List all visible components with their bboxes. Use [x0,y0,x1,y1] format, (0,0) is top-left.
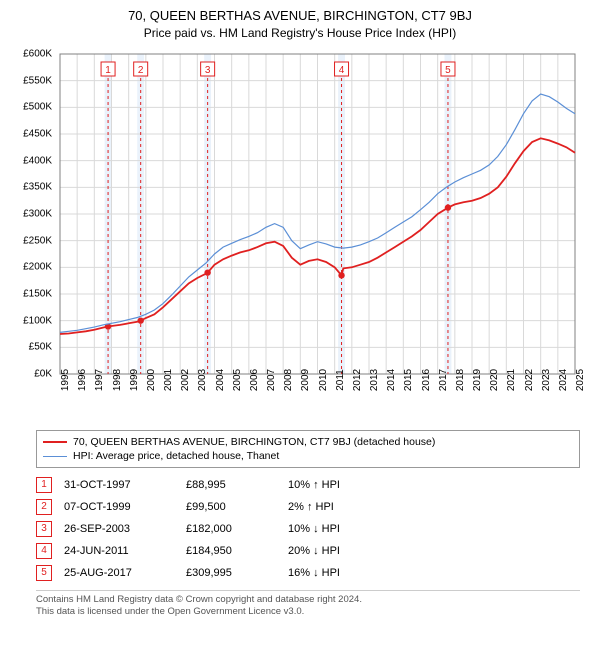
legend-swatch [43,456,67,457]
sale-marker: 5 [36,565,52,581]
svg-text:5: 5 [445,65,451,76]
svg-text:2: 2 [138,65,144,76]
y-tick-label: £500K [23,102,52,113]
x-tick-label: 2018 [455,369,466,391]
x-tick-label: 2000 [146,369,157,391]
legend-label: 70, QUEEN BERTHAS AVENUE, BIRCHINGTON, C… [73,436,435,448]
sales-table: 1 31-OCT-1997£88,99510% ↑ HPI 2 07-OCT-1999… [36,474,352,584]
sale-delta: 2% ↑ HPI [288,496,352,518]
y-tick-label: £600K [23,49,52,60]
legend-box: 70, QUEEN BERTHAS AVENUE, BIRCHINGTON, C… [36,430,580,468]
x-tick-label: 1997 [94,369,105,391]
title-block: 70, QUEEN BERTHAS AVENUE, BIRCHINGTON, C… [0,0,600,44]
sale-date: 24-JUN-2011 [64,540,186,562]
x-tick-label: 2015 [403,369,414,391]
table-row: 2 07-OCT-1999£99,5002% ↑ HPI [36,496,352,518]
y-tick-label: £250K [23,235,52,246]
x-tick-label: 2013 [369,369,380,391]
chart-svg: 1 2 3 4 5 [20,44,580,424]
sale-marker: 4 [36,543,52,559]
sale-marker: 3 [36,521,52,537]
legend-item: 70, QUEEN BERTHAS AVENUE, BIRCHINGTON, C… [43,435,573,449]
table-row: 5 25-AUG-2017£309,99516% ↓ HPI [36,562,352,584]
svg-text:3: 3 [205,65,211,76]
y-tick-label: £300K [23,209,52,220]
x-tick-label: 2025 [575,369,586,391]
x-tick-label: 2009 [300,369,311,391]
footer-line-2: This data is licensed under the Open Gov… [36,606,304,617]
x-tick-label: 2011 [335,369,346,391]
x-tick-label: 2002 [180,369,191,391]
svg-text:4: 4 [339,65,345,76]
table-row: 4 24-JUN-2011£184,95020% ↓ HPI [36,540,352,562]
sale-date: 25-AUG-2017 [64,562,186,584]
y-tick-label: £50K [29,342,52,353]
figure-container: 70, QUEEN BERTHAS AVENUE, BIRCHINGTON, C… [0,0,600,619]
x-tick-label: 1999 [129,369,140,391]
x-tick-label: 2024 [558,369,569,391]
sale-delta: 10% ↑ HPI [288,474,352,496]
x-tick-label: 2008 [283,369,294,391]
y-tick-label: £150K [23,289,52,300]
sale-date: 31-OCT-1997 [64,474,186,496]
x-tick-label: 2019 [472,369,483,391]
x-tick-label: 2017 [438,369,449,391]
y-tick-label: £200K [23,262,52,273]
y-tick-label: £400K [23,155,52,166]
legend-label: HPI: Average price, detached house, Than… [73,450,279,462]
sale-price: £182,000 [186,518,288,540]
sale-delta: 16% ↓ HPI [288,562,352,584]
x-tick-label: 1998 [112,369,123,391]
y-tick-label: £350K [23,182,52,193]
x-tick-label: 2007 [266,369,277,391]
sale-date: 26-SEP-2003 [64,518,186,540]
x-tick-label: 2005 [232,369,243,391]
x-tick-label: 2001 [163,369,174,391]
x-tick-label: 2014 [386,369,397,391]
x-tick-label: 1996 [77,369,88,391]
x-tick-label: 1995 [60,369,71,391]
x-tick-label: 2022 [524,369,535,391]
x-tick-label: 2012 [352,369,363,391]
sale-price: £309,995 [186,562,288,584]
y-tick-label: £450K [23,129,52,140]
x-tick-label: 2003 [197,369,208,391]
x-tick-label: 2006 [249,369,260,391]
sale-price: £184,950 [186,540,288,562]
sale-marker: 2 [36,499,52,515]
sale-date: 07-OCT-1999 [64,496,186,518]
sale-price: £88,995 [186,474,288,496]
sale-delta: 20% ↓ HPI [288,540,352,562]
chart-title: 70, QUEEN BERTHAS AVENUE, BIRCHINGTON, C… [0,8,600,23]
x-tick-label: 2016 [421,369,432,391]
table-row: 1 31-OCT-1997£88,99510% ↑ HPI [36,474,352,496]
y-tick-label: £100K [23,315,52,326]
x-tick-label: 2004 [215,369,226,391]
table-row: 3 26-SEP-2003£182,00010% ↓ HPI [36,518,352,540]
y-tick-label: £550K [23,75,52,86]
chart-area: 1 2 3 4 5 £0K £50K £100K £150K £200K £250K £300K £3… [20,44,580,424]
footer-line-1: Contains HM Land Registry data © Crown c… [36,594,362,605]
x-tick-label: 2010 [318,369,329,391]
chart-subtitle: Price paid vs. HM Land Registry's House … [0,26,600,40]
x-tick-label: 2020 [489,369,500,391]
sale-price: £99,500 [186,496,288,518]
legend-swatch [43,441,67,443]
legend-item: HPI: Average price, detached house, Than… [43,449,573,463]
y-tick-label: £0K [34,369,52,380]
sale-marker: 1 [36,477,52,493]
x-tick-label: 2021 [506,369,517,391]
attribution-footer: Contains HM Land Registry data © Crown c… [36,590,580,619]
svg-text:1: 1 [105,65,111,76]
sale-delta: 10% ↓ HPI [288,518,352,540]
x-tick-label: 2023 [541,369,552,391]
